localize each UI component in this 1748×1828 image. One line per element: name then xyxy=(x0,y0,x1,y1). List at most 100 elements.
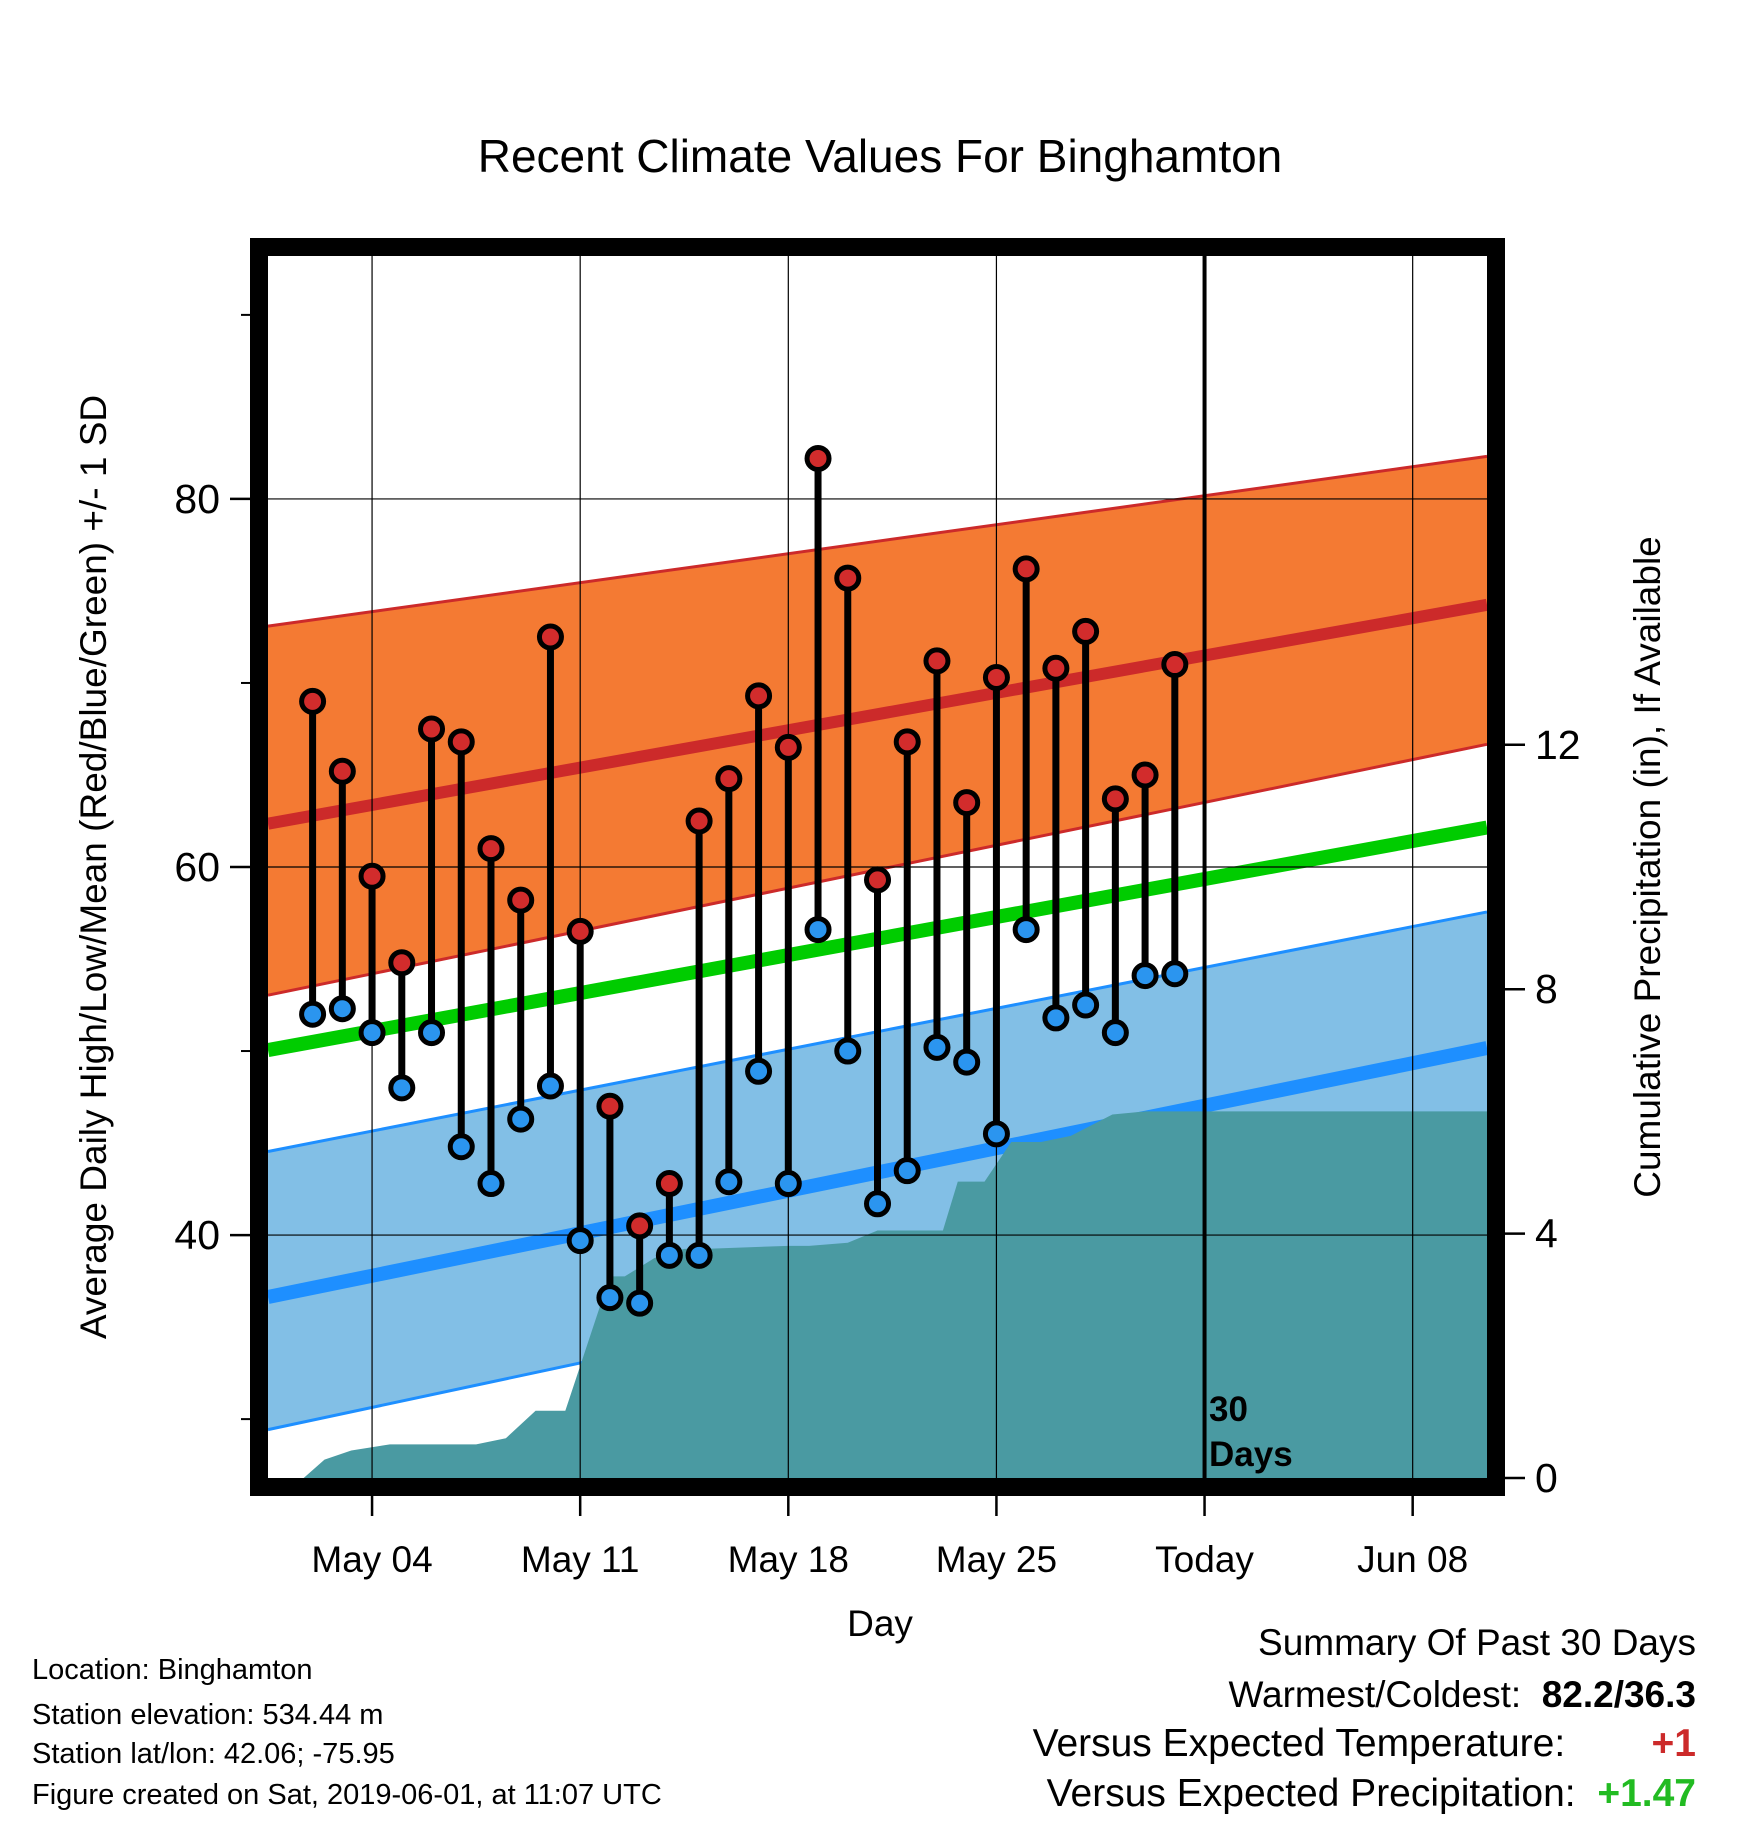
low-temp-point xyxy=(1101,1019,1129,1047)
y-tick-label: 60 xyxy=(174,844,220,890)
high-temp-point xyxy=(299,687,327,715)
x-tick-label: May 04 xyxy=(311,1539,432,1580)
chart-title: Recent Climate Values For Binghamton xyxy=(478,130,1283,182)
high-temp-point xyxy=(893,728,921,756)
y-axis-label: Average Daily High/Low/Mean (Red/Blue/Gr… xyxy=(73,395,114,1339)
temperature-marks xyxy=(299,444,1189,1317)
high-temp-point xyxy=(685,807,713,835)
x-tick-label: Today xyxy=(1155,1539,1254,1580)
low-temp-point xyxy=(774,1170,802,1198)
low-temp-point xyxy=(507,1105,535,1133)
high-temp-point xyxy=(536,623,564,651)
high-sd-band xyxy=(268,456,1487,996)
y-tick-label: 80 xyxy=(174,476,220,522)
high-temp-point xyxy=(715,765,743,793)
high-temp-point xyxy=(507,886,535,914)
low-temp-point xyxy=(566,1227,594,1255)
summary-temperature: Versus Expected Temperature: +1 xyxy=(1033,1722,1696,1766)
low-temp-point xyxy=(328,995,356,1023)
low-temp-point xyxy=(299,1000,327,1028)
high-temp-point xyxy=(953,789,981,817)
low-temp-point xyxy=(1072,991,1100,1019)
high-temp-point xyxy=(1131,761,1159,789)
y2-tick-label: 4 xyxy=(1535,1211,1558,1257)
y2-tick-label: 0 xyxy=(1535,1455,1558,1501)
summary-warmest-coldest: Warmest/Coldest: 82.2/36.3 xyxy=(1228,1674,1696,1716)
high-temp-point xyxy=(328,757,356,785)
low-temp-point xyxy=(1012,916,1040,944)
high-temp-point xyxy=(1012,555,1040,583)
high-temp-point xyxy=(626,1212,654,1240)
summary-precipitation: Versus Expected Precipitation: +1.47 xyxy=(1047,1772,1696,1816)
warmest-coldest-value: 82.2/36.3 xyxy=(1541,1674,1696,1715)
y2-axis-label: Cumulative Precipitation (in), If Availa… xyxy=(1627,536,1668,1198)
low-temp-point xyxy=(745,1057,773,1085)
y2-tick-label: 8 xyxy=(1535,966,1558,1012)
warmest-coldest-label: Warmest/Coldest: xyxy=(1228,1674,1522,1715)
axes: May 04 May 11 May 18 May 25 Today Jun 0840608… xyxy=(174,313,1581,1580)
low-temp-point xyxy=(596,1284,624,1312)
precipitation-area xyxy=(268,1111,1487,1478)
high-temp-point xyxy=(358,862,386,890)
high-temp-point xyxy=(477,835,505,863)
x-tick-label: May 25 xyxy=(936,1539,1057,1580)
low-temp-point xyxy=(477,1170,505,1198)
low-temp-point xyxy=(388,1074,416,1102)
high-temp-point xyxy=(1101,785,1129,813)
low-temp-point xyxy=(804,916,832,944)
today-days-count: 30 xyxy=(1209,1390,1248,1429)
high-temp-point xyxy=(804,444,832,472)
high-temp-point xyxy=(834,564,862,592)
y-tick-label: 40 xyxy=(174,1212,220,1258)
high-temp-point xyxy=(447,728,475,756)
normal-high-line xyxy=(266,598,1489,830)
high-temp-point xyxy=(388,949,416,977)
temp-vs-expected-label: Versus Expected Temperature: xyxy=(1032,1722,1566,1765)
summary-title: Summary Of Past 30 Days xyxy=(1258,1622,1696,1663)
high-temp-point xyxy=(864,866,891,894)
high-temp-point xyxy=(596,1092,624,1120)
precip-vs-expected-label: Versus Expected Precipitation: xyxy=(1046,1772,1576,1815)
low-temp-point xyxy=(953,1048,981,1076)
low-temp-point xyxy=(626,1289,654,1317)
high-temp-point xyxy=(923,647,951,675)
low-temp-point xyxy=(893,1157,921,1185)
high-temp-point xyxy=(1161,651,1189,679)
high-temp-point xyxy=(1072,617,1100,645)
low-temp-point xyxy=(685,1241,713,1269)
low-temp-point xyxy=(358,1019,386,1047)
high-temp-point xyxy=(566,917,594,945)
low-temp-point xyxy=(1042,1004,1070,1032)
low-temp-point xyxy=(1161,960,1189,988)
high-temp-point xyxy=(655,1170,683,1198)
low-temp-point xyxy=(982,1120,1010,1148)
today-days-label: Days xyxy=(1209,1435,1293,1474)
low-temp-point xyxy=(715,1168,743,1196)
footer-elevation: Station elevation: 534.44 m xyxy=(32,1699,384,1731)
x-tick-label: May 11 xyxy=(521,1539,640,1580)
low-temp-point xyxy=(864,1190,891,1218)
high-sd-band-upper-edge xyxy=(267,454,1488,628)
high-temp-point xyxy=(418,715,446,743)
low-temp-point xyxy=(1131,962,1159,990)
footer-latlon: Station lat/lon: 42.06; -75.95 xyxy=(32,1738,395,1770)
plot-frame xyxy=(250,238,1505,1496)
y2-tick-label: 12 xyxy=(1535,722,1581,768)
precip-vs-expected-value: +1.47 xyxy=(1597,1772,1696,1815)
temp-vs-expected-value: +1 xyxy=(1651,1722,1696,1765)
low-temp-point xyxy=(923,1033,951,1061)
high-temp-point xyxy=(745,682,773,710)
low-temp-point xyxy=(418,1019,446,1047)
low-temp-point xyxy=(536,1072,564,1100)
x-tick-label: May 18 xyxy=(728,1539,849,1580)
low-temp-point xyxy=(447,1133,475,1161)
high-temp-point xyxy=(1042,654,1070,682)
footer-created: Figure created on Sat, 2019-06-01, at 11… xyxy=(32,1779,662,1811)
footer-location: Location: Binghamton xyxy=(32,1654,313,1686)
low-temp-point xyxy=(834,1037,862,1065)
high-temp-point xyxy=(982,663,1010,691)
x-axis-label: Day xyxy=(847,1603,913,1644)
high-temp-point xyxy=(774,733,802,761)
x-tick-label: Jun 08 xyxy=(1357,1539,1468,1580)
